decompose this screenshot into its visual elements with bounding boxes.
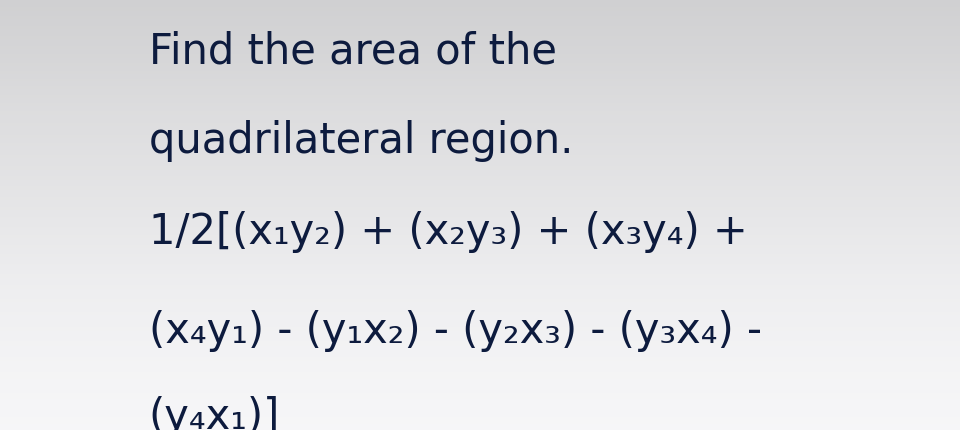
- Text: (y₄x₁)]: (y₄x₁)]: [149, 396, 280, 430]
- Text: (x₄y₁) - (y₁x₂) - (y₂x₃) - (y₃x₄) -: (x₄y₁) - (y₁x₂) - (y₂x₃) - (y₃x₄) -: [149, 310, 762, 352]
- Text: Find the area of the: Find the area of the: [149, 30, 557, 72]
- Text: 1/2[(x₁y₂) + (x₂y₃) + (x₃y₄) +: 1/2[(x₁y₂) + (x₂y₃) + (x₃y₄) +: [149, 211, 748, 253]
- Text: quadrilateral region.: quadrilateral region.: [149, 120, 573, 163]
